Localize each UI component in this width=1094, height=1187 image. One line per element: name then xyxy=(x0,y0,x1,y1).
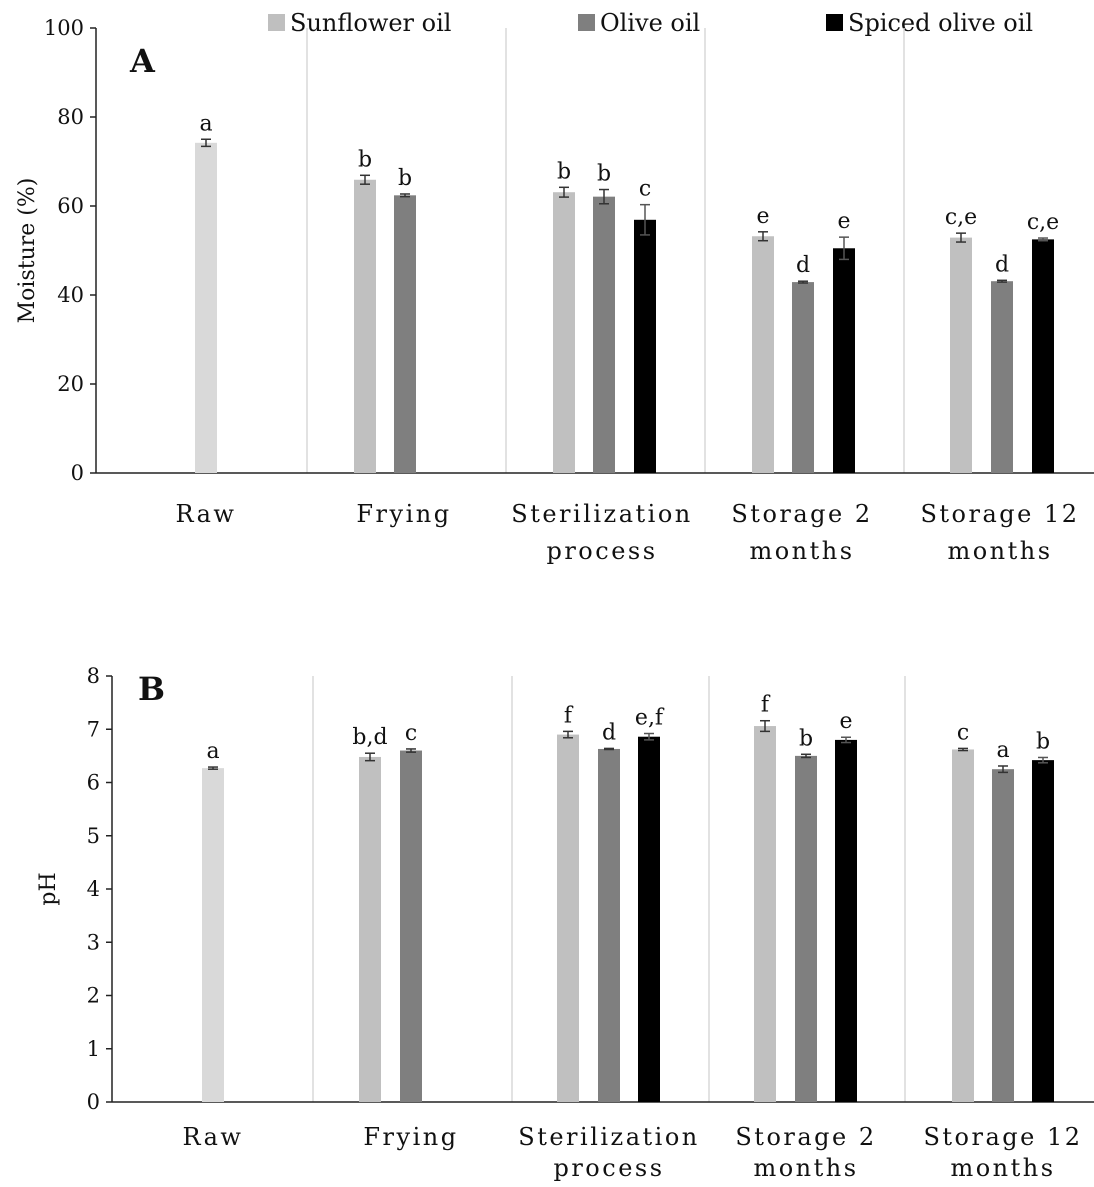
panel-1-y-tick-label-40: 40 xyxy=(57,283,84,307)
panel-2-sig-label-1-5: c xyxy=(957,720,969,745)
panel-2-category-label-3-line-1: Sterilization xyxy=(518,1123,699,1151)
legend-label-1: Sunflower oil xyxy=(290,9,451,37)
panel-2-category-label-5-line-1: Storage 12 xyxy=(923,1123,1082,1151)
panel-1-category-label-5-line-1: Storage 12 xyxy=(920,500,1079,528)
panel-2-y-tick-label-7: 7 xyxy=(87,717,100,741)
panel-2-bar-1-1 xyxy=(202,768,224,1102)
panel-1-y-tick-label-20: 20 xyxy=(57,372,84,396)
panel-2-sig-label-3-4: e xyxy=(839,709,852,734)
panel-1-sig-label-2-3: b xyxy=(597,162,611,187)
panel-1-sig-label-3-3: c xyxy=(639,177,651,202)
panel-2-bar-1-3 xyxy=(557,734,579,1102)
panel-1-sig-label-1-4: e xyxy=(756,204,769,229)
panel-2-bar-2-3 xyxy=(598,748,620,1102)
panel-2-category-label-2-line-1: Frying xyxy=(363,1123,458,1151)
panel-2-bar-1-5 xyxy=(952,749,974,1102)
panel-2-sig-label-2-2: c xyxy=(405,721,417,746)
panel-1-bar-1-3 xyxy=(553,192,575,473)
panel-2-bar-3-5 xyxy=(1032,760,1054,1102)
panel-2-y-tick-label-6: 6 xyxy=(87,771,100,795)
legend-swatch-3 xyxy=(826,14,843,31)
panel-1-bar-1-2 xyxy=(354,179,376,473)
panel-1-bar-2-4 xyxy=(792,282,814,473)
panel-1-sig-label-1-5: c,e xyxy=(945,205,977,230)
panel-2-sig-label-3-3: e,f xyxy=(635,706,665,731)
panel-2-sig-label-1-2: b,d xyxy=(352,725,387,750)
panel-1-sig-label-1-1: a xyxy=(199,111,212,136)
panel-1-bar-3-3 xyxy=(634,219,656,473)
legend-swatch-2 xyxy=(578,14,595,31)
panel-2-category-label-3-line-2: process xyxy=(553,1154,664,1182)
panel-1-sig-label-1-2: b xyxy=(358,147,372,172)
panel-2-y-tick-label-0: 0 xyxy=(87,1090,100,1114)
panel-2-bar-1-2 xyxy=(359,756,381,1102)
panel-1-y-tick-label-80: 80 xyxy=(57,105,84,129)
panel-1-category-label-1-line-1: Raw xyxy=(176,500,237,528)
panel-1-category-label-5-line-2: months xyxy=(947,537,1052,565)
legend-label-3: Spiced olive oil xyxy=(848,9,1033,37)
panel-2-y-axis-label: pH xyxy=(36,872,61,905)
panel-1-bar-2-2 xyxy=(394,195,416,473)
panel-2-y-tick-label-1: 1 xyxy=(87,1037,100,1061)
panel-2-bar-3-4 xyxy=(835,739,857,1102)
panel-2-sig-label-1-4: f xyxy=(761,693,771,718)
legend-label-2: Olive oil xyxy=(600,9,700,37)
panel-1-category-label-3-line-2: process xyxy=(546,537,657,565)
panel-2-bar-2-4 xyxy=(795,755,817,1102)
panel-1-bar-1-4 xyxy=(752,236,774,473)
panel-1-category-label-2-line-1: Frying xyxy=(356,500,451,528)
panel-2-y-tick-label-5: 5 xyxy=(87,824,100,848)
panel-1-category-label-4-line-1: Storage 2 xyxy=(731,500,872,528)
panel-1-bar-3-4 xyxy=(833,248,855,473)
panel-2-sig-label-1-3: f xyxy=(564,703,574,728)
panel-2-y-tick-label-4: 4 xyxy=(87,877,100,901)
panel-1-y-tick-label-60: 60 xyxy=(57,194,84,218)
panel-2-sig-label-2-3: d xyxy=(602,720,616,745)
panel-2-sig-label-2-4: b xyxy=(799,726,813,751)
panel-1-category-label-4-line-2: months xyxy=(749,537,854,565)
panel-2-category-label-5-line-2: months xyxy=(950,1154,1055,1182)
panel-2-sig-label-2-5: a xyxy=(996,738,1009,763)
panel-1-sig-label-1-3: b xyxy=(557,159,571,184)
panel-2-sig-label-1-1: a xyxy=(206,739,219,764)
panel-1-sig-label-2-5: d xyxy=(995,252,1009,277)
panel-1-bar-1-5 xyxy=(950,237,972,473)
panel-1-sig-label-3-4: e xyxy=(837,209,850,234)
panel-1-sig-label-2-4: d xyxy=(796,253,810,278)
panel-1-sig-label-2-2: b xyxy=(398,166,412,191)
panel-2-y-tick-label-2: 2 xyxy=(87,984,100,1008)
panel-1-bar-3-5 xyxy=(1032,239,1054,473)
panel-1-bar-1-1 xyxy=(195,142,217,473)
panel-2-sig-label-3-5: b xyxy=(1036,729,1050,754)
panel-2-bar-2-2 xyxy=(400,750,422,1102)
panel-1-bar-2-5 xyxy=(991,281,1013,473)
panel-1-y-axis-label: Moisture (%) xyxy=(15,178,40,324)
panel-2-category-label-1-line-1: Raw xyxy=(183,1123,244,1151)
panel-1-category-label-3-line-1: Sterilization xyxy=(511,500,692,528)
panel-1-sig-label-3-5: c,e xyxy=(1027,210,1059,235)
legend-swatch-1 xyxy=(268,14,285,31)
panel-2-letter: B xyxy=(138,670,165,708)
panel-2-y-tick-label-8: 8 xyxy=(87,664,100,688)
panel-2-bar-2-5 xyxy=(992,769,1014,1102)
panel-2-category-label-4-line-1: Storage 2 xyxy=(735,1123,876,1151)
panel-2-category-label-4-line-2: months xyxy=(753,1154,858,1182)
panel-1-y-tick-label-100: 100 xyxy=(44,16,84,40)
panel-1-letter: A xyxy=(129,42,156,80)
panel-1-bar-2-3 xyxy=(593,196,615,473)
panel-2-bar-3-3 xyxy=(638,736,660,1102)
panel-2-y-tick-label-3: 3 xyxy=(87,930,100,954)
panel-1-y-tick-label-0: 0 xyxy=(71,461,84,485)
panel-2-bar-1-4 xyxy=(754,726,776,1102)
